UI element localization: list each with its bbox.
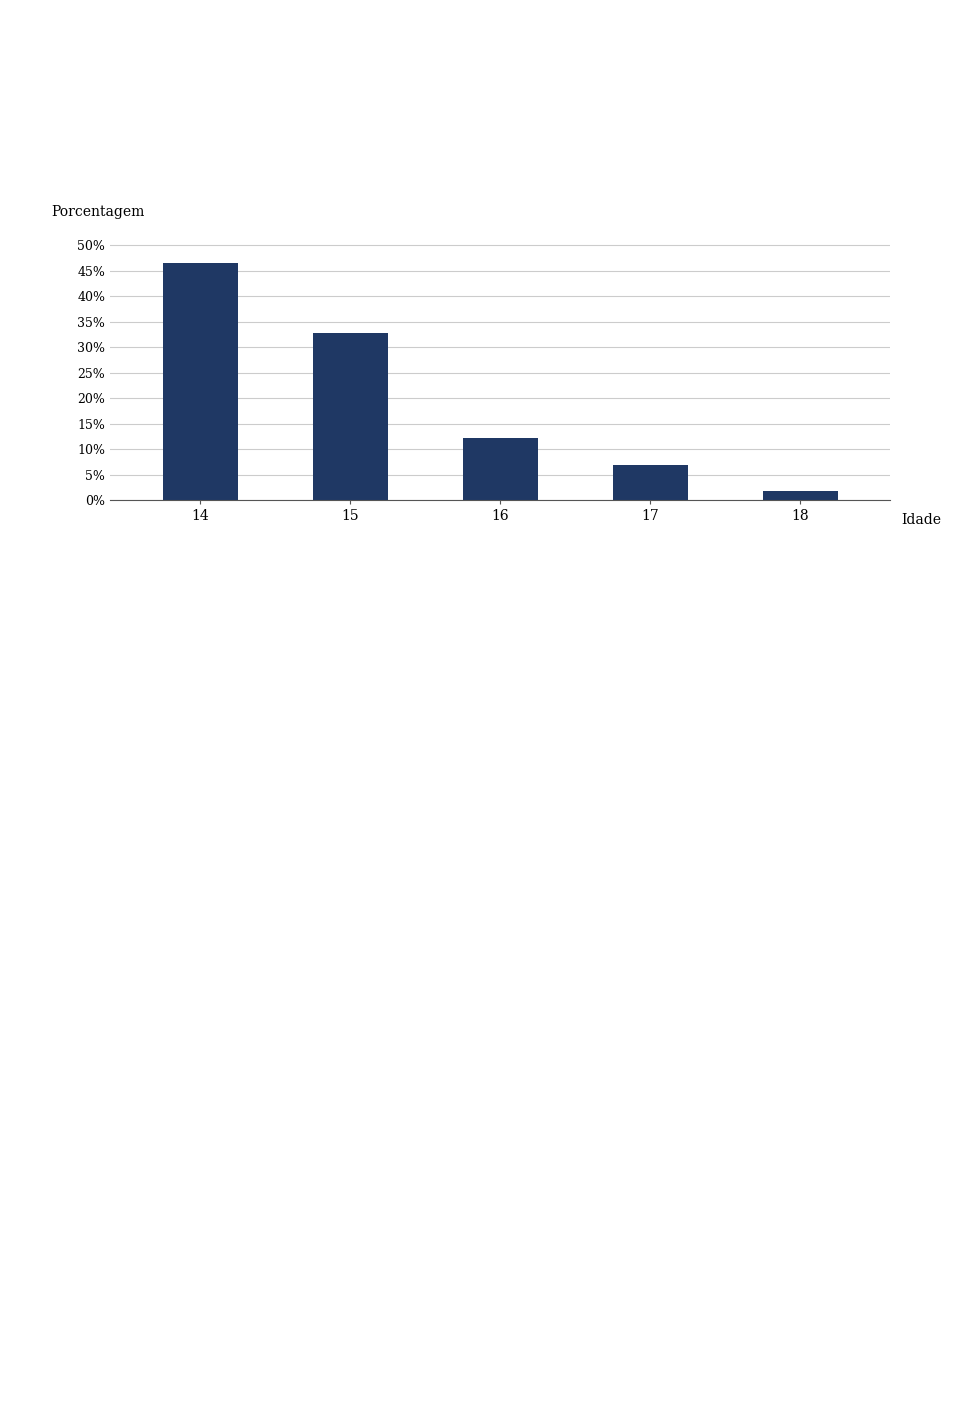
Bar — [162, 263, 237, 500]
Bar — [762, 491, 837, 500]
Bar — [463, 438, 538, 500]
Text: Idade: Idade — [901, 513, 942, 527]
Bar — [612, 466, 687, 500]
Text: Porcentagem: Porcentagem — [52, 206, 145, 218]
Bar — [313, 333, 388, 500]
